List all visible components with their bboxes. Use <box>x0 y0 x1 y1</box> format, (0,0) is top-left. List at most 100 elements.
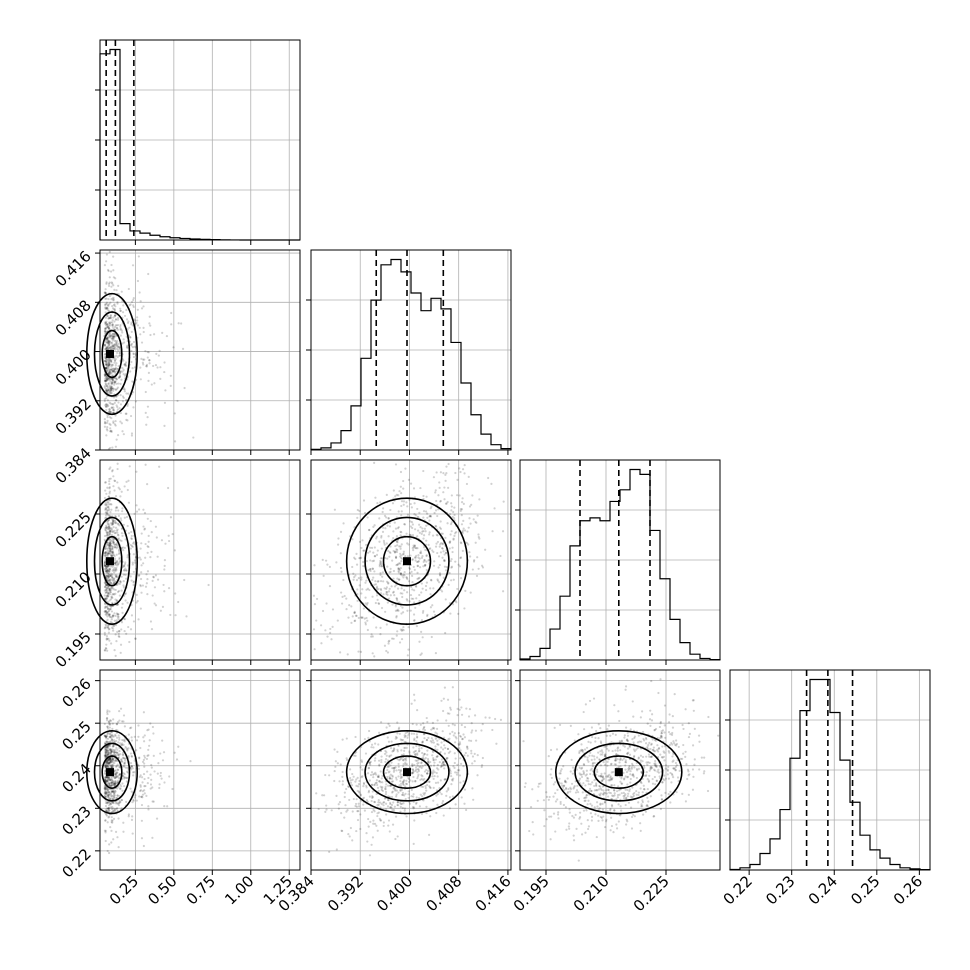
scatter-point <box>348 798 351 802</box>
scatter-point <box>395 769 398 772</box>
scatter-point <box>675 739 678 742</box>
scatter-point <box>132 570 135 574</box>
scatter-point <box>104 352 107 356</box>
scatter-point <box>145 363 149 366</box>
scatter-point <box>461 497 464 500</box>
scatter-point <box>345 787 348 791</box>
scatter-point <box>105 282 108 285</box>
scatter-point <box>117 777 121 780</box>
scatter-point <box>454 735 457 738</box>
scatter-point <box>112 526 115 529</box>
scatter-point <box>151 725 155 729</box>
scatter-point <box>401 780 404 784</box>
scatter-point <box>112 838 115 841</box>
scatter-point <box>389 764 392 767</box>
scatter-point <box>139 300 142 303</box>
scatter-point <box>456 714 459 717</box>
scatter-point <box>107 575 110 578</box>
scatter-point <box>406 609 409 612</box>
scatter-point <box>335 561 338 564</box>
scatter-point <box>359 766 362 769</box>
scatter-point <box>109 511 112 514</box>
scatter-point <box>473 714 477 717</box>
scatter-point <box>109 574 112 577</box>
scatter-point <box>351 565 354 569</box>
scatter-point <box>388 770 391 773</box>
scatter-point <box>458 494 461 497</box>
scatter-point <box>107 575 110 578</box>
scatter-point <box>110 626 114 629</box>
scatter-point <box>335 848 338 851</box>
scatter-point <box>118 556 121 559</box>
scatter-point <box>105 388 108 392</box>
scatter-point <box>123 777 126 780</box>
scatter-point <box>588 699 592 703</box>
scatter-point <box>111 734 114 737</box>
scatter-point <box>440 758 443 761</box>
scatter-point <box>107 376 110 379</box>
scatter-point <box>148 744 151 747</box>
scatter-point <box>114 567 118 571</box>
scatter-point <box>103 563 107 566</box>
scatter-point <box>109 539 112 542</box>
scatter-point <box>441 556 444 559</box>
scatter-point <box>458 467 461 470</box>
scatter-point <box>392 590 395 594</box>
scatter-point <box>352 578 355 581</box>
scatter-point <box>110 736 113 739</box>
scatter-point <box>124 538 127 541</box>
scatter-point <box>137 618 140 621</box>
scatter-point <box>648 774 651 777</box>
scatter-point <box>111 323 114 327</box>
scatter-point <box>131 345 135 349</box>
scatter-point <box>470 722 473 725</box>
scatter-point <box>111 548 114 551</box>
scatter-point <box>450 530 453 533</box>
scatter-point <box>147 805 150 808</box>
scatter-point <box>109 314 113 317</box>
scatter-point <box>138 795 141 798</box>
scatter-point <box>105 363 109 366</box>
scatter-point <box>113 546 116 549</box>
scatter-point <box>663 724 666 727</box>
scatter-point <box>117 617 120 620</box>
scatter-point <box>413 693 416 696</box>
scatter-point <box>139 746 142 750</box>
scatter-point <box>386 768 389 772</box>
scatter-point <box>416 560 420 563</box>
scatter-point <box>436 781 440 784</box>
scatter-point <box>392 770 396 773</box>
scatter-point <box>444 551 448 554</box>
scatter-point <box>111 345 115 348</box>
scatter-point <box>432 564 436 567</box>
y-tick-label: 0.392 <box>52 395 95 438</box>
scatter-point <box>354 804 357 808</box>
scatter-point <box>104 585 107 588</box>
scatter-point <box>112 337 115 340</box>
scatter-point <box>116 630 119 633</box>
scatter-point <box>108 552 111 555</box>
panel-2-1 <box>306 459 512 665</box>
scatter-point <box>107 388 110 392</box>
scatter-point <box>448 571 451 575</box>
scatter-point <box>403 523 406 526</box>
scatter-point <box>104 514 108 517</box>
scatter-point <box>399 572 403 575</box>
scatter-point <box>112 335 115 338</box>
scatter-point <box>111 297 114 300</box>
scatter-point <box>391 808 394 811</box>
scatter-point <box>106 821 109 824</box>
scatter-point <box>450 521 453 524</box>
scatter-point <box>108 360 111 363</box>
scatter-point <box>126 564 130 567</box>
scatter-point <box>130 537 133 541</box>
scatter-point <box>103 399 106 403</box>
scatter-point <box>385 649 388 653</box>
scatter-point <box>414 546 417 550</box>
scatter-point <box>403 807 407 810</box>
scatter-point <box>117 632 120 635</box>
scatter-point <box>365 786 368 789</box>
scatter-point <box>407 734 410 737</box>
scatter-point <box>170 311 173 315</box>
scatter-point <box>163 559 167 562</box>
